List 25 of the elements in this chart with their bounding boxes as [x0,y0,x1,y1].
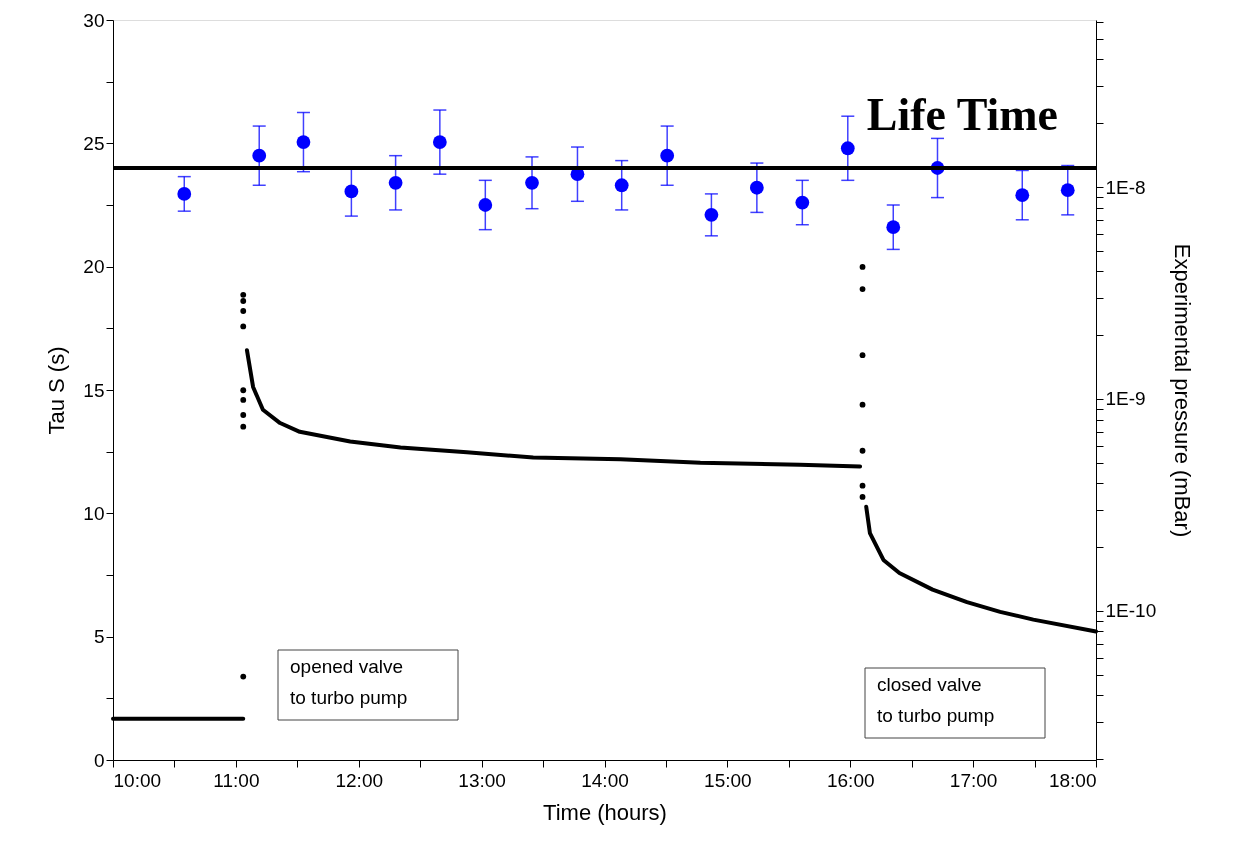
x-tick-label: 11:00 [213,769,260,791]
y-tick-label: 15 [83,379,105,401]
x-tick-label: 15:00 [704,769,752,791]
y-tick-label: 5 [93,626,105,648]
y-tick-label: 0 [93,749,105,771]
x-tick-label: 14:00 [581,769,629,791]
y-tick-label: 20 [83,256,105,278]
y-tick-label: 30 [83,9,105,31]
y2-tick-label: 1E-10 [1105,600,1157,622]
annotation: opened valve to turbo pump [290,656,408,708]
annotation: closed valve to turbo pump [877,674,995,726]
x-tick-label: 10:00 [113,769,162,791]
x-tick-label: 16:00 [826,769,875,791]
y2-tick-label: 1E-9 [1105,388,1146,410]
ref-line-label: Life Time [866,89,1058,140]
y-axis-title: Tau S (s) [44,346,70,435]
y2-axis-title: Experimental pressure (mBar) [1170,243,1196,538]
x-tick-label: 13:00 [458,769,506,791]
x-tick-label: 17:00 [949,769,998,791]
x-axis-title: Time (hours) [543,799,667,825]
x-tick-label: 18:00 [1048,769,1097,791]
y-tick-label: 10 [83,502,105,524]
y2-tick-label: 1E-8 [1105,176,1146,198]
y-tick-label: 25 [83,132,105,154]
x-tick-label: 12:00 [335,769,384,791]
